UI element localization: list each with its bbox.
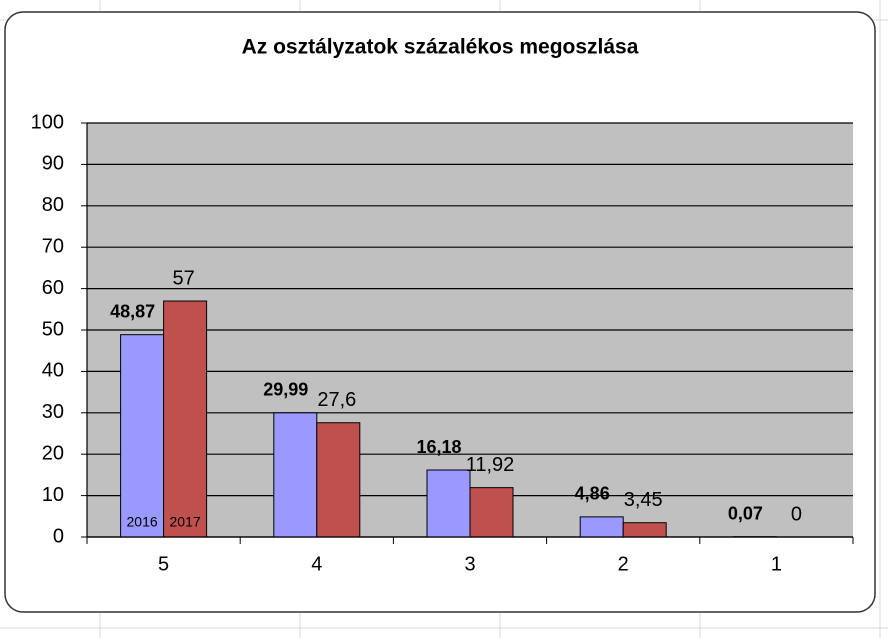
y-tick-label: 10 bbox=[42, 484, 64, 506]
bar bbox=[622, 522, 667, 538]
y-tick-label: 0 bbox=[53, 525, 64, 547]
y-tick-label: 20 bbox=[42, 442, 64, 464]
y-tick-label: 80 bbox=[42, 194, 64, 216]
bar bbox=[579, 516, 624, 538]
data-label: 29,99 bbox=[263, 380, 308, 400]
y-tick-label: 60 bbox=[42, 277, 64, 299]
data-label: 0 bbox=[791, 503, 802, 525]
y-tick-label: 50 bbox=[42, 318, 64, 340]
data-label: 48,87 bbox=[110, 301, 155, 321]
x-tick-label: 5 bbox=[158, 553, 169, 575]
bar bbox=[273, 412, 318, 538]
bar bbox=[426, 469, 471, 538]
bar bbox=[120, 334, 165, 538]
legend-label: 2017 bbox=[170, 514, 201, 530]
y-tick-label: 40 bbox=[42, 360, 64, 382]
y-tick-label: 70 bbox=[42, 235, 64, 257]
x-tick-label: 4 bbox=[311, 553, 322, 575]
y-tick-label: 90 bbox=[42, 153, 64, 175]
data-label: 0,07 bbox=[728, 503, 763, 523]
x-tick-label: 2 bbox=[618, 553, 629, 575]
bar bbox=[469, 487, 514, 538]
bar bbox=[316, 422, 361, 538]
x-tick-label: 3 bbox=[464, 553, 475, 575]
x-tick-label: 1 bbox=[771, 553, 782, 575]
data-label: 3,45 bbox=[624, 489, 663, 511]
chart-title: Az osztályzatok százalékos megoszlása bbox=[242, 36, 639, 59]
data-label: 16,18 bbox=[416, 437, 461, 457]
bar bbox=[163, 300, 208, 538]
data-label: 4,86 bbox=[575, 484, 610, 504]
legend-label: 2016 bbox=[127, 514, 158, 530]
data-label: 57 bbox=[172, 267, 194, 289]
y-tick-label: 100 bbox=[31, 111, 64, 133]
data-label: 27,6 bbox=[317, 389, 356, 411]
y-tick-label: 30 bbox=[42, 401, 64, 423]
data-label: 11,92 bbox=[466, 454, 515, 476]
